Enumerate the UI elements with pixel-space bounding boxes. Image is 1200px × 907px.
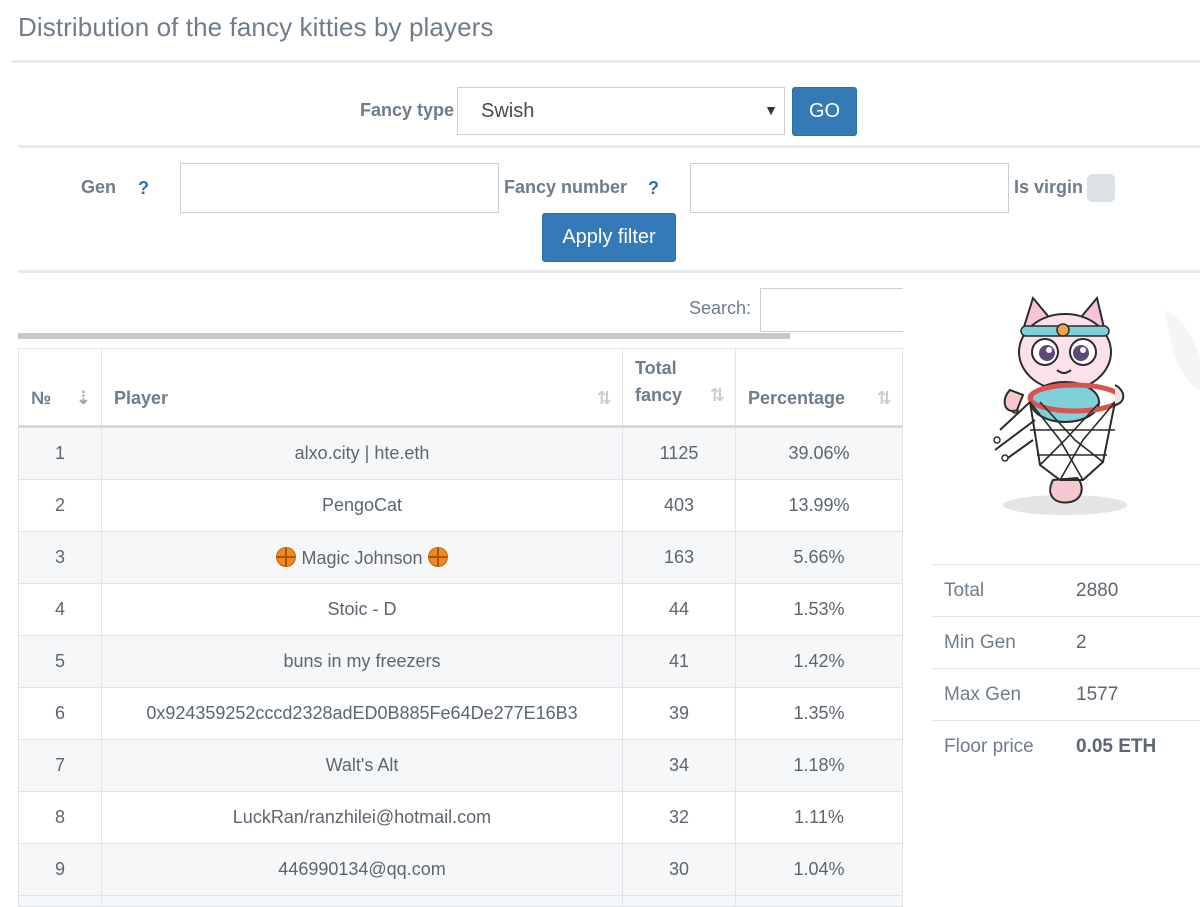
stats-row: Max Gen 1577 xyxy=(932,668,1200,721)
player-name: 0x924359252cccd2328adED0B885Fe64De277E16… xyxy=(101,687,623,740)
total-fancy: 163 xyxy=(622,531,736,584)
row-number: 4 xyxy=(18,583,102,636)
sort-icon: ⇅ xyxy=(596,388,612,408)
percentage: 1.11% xyxy=(735,791,903,844)
stats-row: Min Gen 2 xyxy=(932,616,1200,669)
player-name: Stoic - D xyxy=(101,583,623,636)
row-number: 3 xyxy=(18,531,102,584)
player-name: Walt's Alt xyxy=(101,739,623,792)
player-name: Magic Johnson xyxy=(101,531,623,584)
player-name: 446990134@qq.com xyxy=(101,843,623,896)
total-fancy: 39 xyxy=(622,687,736,740)
min-gen-value: 2 xyxy=(1076,616,1200,669)
total-value: 2880 xyxy=(1076,564,1200,617)
divider xyxy=(18,270,1200,273)
table-row: 9 446990134@qq.com 30 1.04% xyxy=(18,843,903,896)
stats-table: Total 2880 Min Gen 2 Max Gen 1577 Floor … xyxy=(932,564,1200,772)
percentage: 1.35% xyxy=(735,687,903,740)
header-no[interactable]: № ⇣ xyxy=(18,348,102,428)
is-virgin-label: Is virgin xyxy=(1014,177,1084,197)
table-row: 1 alxo.city | hte.eth 1125 39.06% xyxy=(18,426,903,480)
gen-label: Gen xyxy=(81,177,117,197)
player-name: PengoCat xyxy=(101,479,623,532)
fancy-type-label: Fancy type xyxy=(360,100,455,120)
total-label: Total xyxy=(932,564,1076,617)
row-number: 6 xyxy=(18,687,102,740)
stats-row: Floor price 0.05 ETH xyxy=(932,720,1200,772)
total-fancy: 30 xyxy=(622,843,736,896)
percentage: 39.06% xyxy=(735,426,903,480)
page-title: Distribution of the fancy kitties by pla… xyxy=(18,12,494,42)
players-table: № ⇣ Player ⇅ Total fancy ⇅ Percentage ⇅ 1 alx… xyxy=(18,348,903,907)
player-name: buns in my freezers xyxy=(101,635,623,688)
kitty-illustration xyxy=(993,295,1200,515)
row-number: 7 xyxy=(18,739,102,792)
player-name: alxo.city | hte.eth xyxy=(101,426,623,480)
table-row: 2 PengoCat 403 13.99% xyxy=(18,479,903,532)
table-row: 5 buns in my freezers 41 1.42% xyxy=(18,635,903,688)
row-number: 5 xyxy=(18,635,102,688)
total-fancy: 44 xyxy=(622,583,736,636)
table-row xyxy=(18,895,903,907)
fancy-type-select[interactable]: Swish ▼ xyxy=(457,87,785,135)
basketball-icon xyxy=(276,546,297,567)
sort-icon: ⇅ xyxy=(876,388,892,408)
apply-filter-button[interactable]: Apply filter xyxy=(542,213,676,262)
min-gen-label: Min Gen xyxy=(932,616,1076,669)
max-gen-value: 1577 xyxy=(1076,668,1200,721)
player-name: LuckRan/ranzhilei@hotmail.com xyxy=(101,791,623,844)
stats-row: Total 2880 xyxy=(932,564,1200,617)
fancy-number-help-icon[interactable]: ? xyxy=(648,178,659,198)
row-number: 1 xyxy=(18,426,102,480)
percentage: 1.42% xyxy=(735,635,903,688)
row-number: 8 xyxy=(18,791,102,844)
sort-icon: ⇅ xyxy=(709,385,725,405)
table-row: 7 Walt's Alt 34 1.18% xyxy=(18,739,903,792)
divider xyxy=(18,145,1200,148)
total-fancy: 34 xyxy=(622,739,736,792)
table-row: 4 Stoic - D 44 1.53% xyxy=(18,583,903,636)
floor-price-value: 0.05 ETH xyxy=(1076,720,1200,772)
search-label: Search: xyxy=(689,298,752,318)
header-player[interactable]: Player ⇅ xyxy=(101,348,623,428)
horizontal-scrollbar[interactable] xyxy=(18,333,790,339)
caret-down-icon: ▼ xyxy=(764,102,778,118)
total-fancy: 32 xyxy=(622,791,736,844)
gen-help-icon[interactable]: ? xyxy=(138,178,149,198)
row-number: 2 xyxy=(18,479,102,532)
total-fancy: 41 xyxy=(622,635,736,688)
go-button[interactable]: GO xyxy=(792,87,857,136)
is-virgin-checkbox[interactable] xyxy=(1087,174,1115,202)
gen-input[interactable] xyxy=(180,163,499,213)
row-number: 9 xyxy=(18,843,102,896)
fancy-number-label: Fancy number xyxy=(504,177,628,197)
percentage: 13.99% xyxy=(735,479,903,532)
basketball-icon xyxy=(427,546,448,567)
header-percentage[interactable]: Percentage ⇅ xyxy=(735,348,903,428)
table-row: 3 Magic Johnson 163 5.66% xyxy=(18,531,903,584)
search-input[interactable] xyxy=(760,288,903,332)
percentage: 5.66% xyxy=(735,531,903,584)
header-total-fancy[interactable]: Total fancy ⇅ xyxy=(622,348,736,428)
percentage: 1.18% xyxy=(735,739,903,792)
table-row: 6 0x924359252cccd2328adED0B885Fe64De277E… xyxy=(18,687,903,740)
sort-icon: ⇣ xyxy=(75,388,91,408)
divider xyxy=(12,60,1200,63)
fancy-number-input[interactable] xyxy=(690,163,1009,213)
floor-price-label: Floor price xyxy=(932,720,1076,772)
table-row: 8 LuckRan/ranzhilei@hotmail.com 32 1.11% xyxy=(18,791,903,844)
max-gen-label: Max Gen xyxy=(932,668,1076,721)
total-fancy: 403 xyxy=(622,479,736,532)
fancy-type-selected: Swish xyxy=(481,100,535,122)
percentage: 1.04% xyxy=(735,843,903,896)
total-fancy: 1125 xyxy=(622,426,736,480)
percentage: 1.53% xyxy=(735,583,903,636)
